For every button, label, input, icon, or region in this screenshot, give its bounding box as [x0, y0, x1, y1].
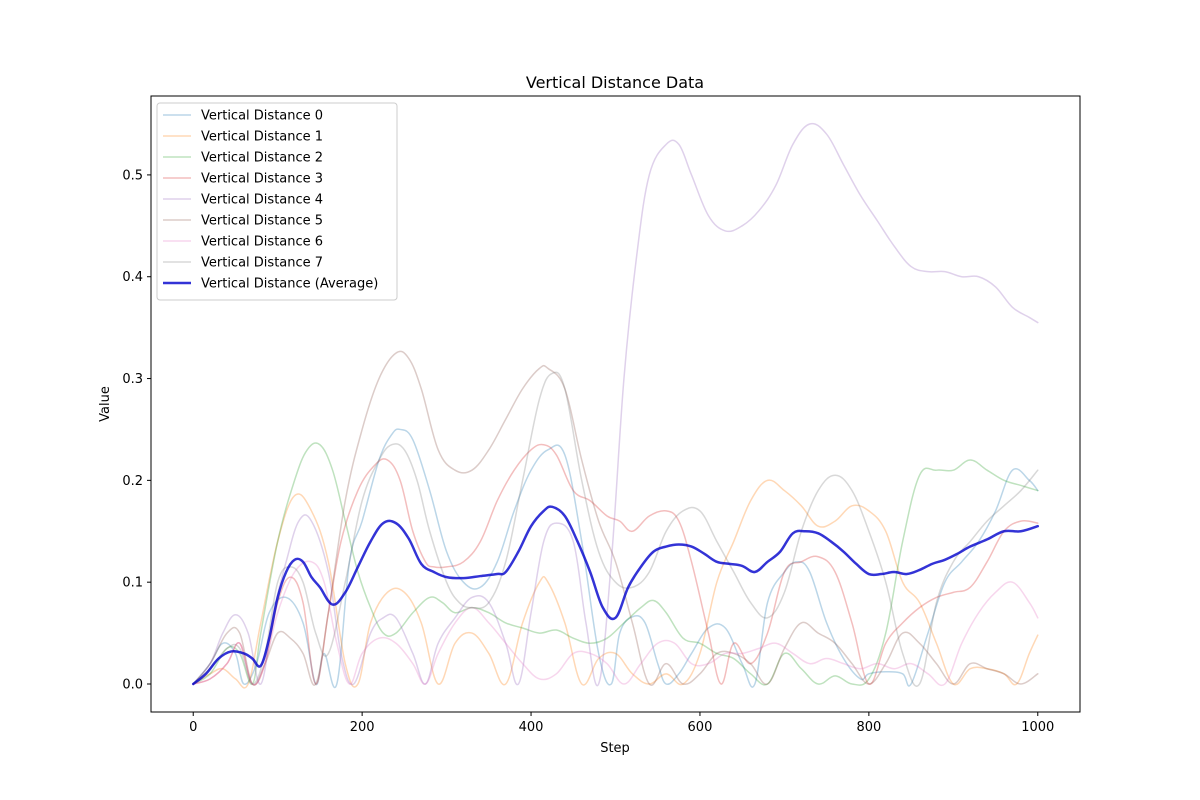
legend-label: Vertical Distance 3 [201, 172, 323, 187]
legend-label: Vertical Distance 5 [201, 214, 323, 229]
x-tick-label: 600 [688, 720, 713, 735]
series-line-4 [192, 122, 1039, 687]
series-line-7 [192, 371, 1039, 687]
y-tick-label: 0.2 [122, 474, 143, 489]
legend-box [156, 102, 398, 301]
y-tick-label: 0.5 [122, 168, 143, 183]
y-axis-label: Value [98, 386, 113, 422]
series-line-6 [192, 560, 1039, 687]
x-tick-label: 0 [189, 720, 197, 735]
series-line-2 [192, 442, 1039, 686]
series-line-5 [192, 350, 1039, 686]
legend-label: Vertical Distance 4 [201, 193, 323, 208]
x-tick-label: 1000 [1021, 720, 1054, 735]
legend: Vertical Distance 0 Vertical Distance 1 Ve… [156, 102, 398, 301]
legend-label: Vertical Distance 7 [201, 256, 323, 271]
x-axis-label: Step [600, 741, 630, 756]
x-axis: 0 200 400 600 800 1000 [189, 712, 1054, 735]
legend-label: Vertical Distance 0 [201, 109, 323, 124]
x-tick-label: 200 [350, 720, 375, 735]
series-line-average [191, 505, 1040, 686]
x-tick-label: 800 [856, 720, 881, 735]
series-layer [191, 122, 1040, 689]
x-tick-label: 400 [519, 720, 544, 735]
series-line-0 [192, 428, 1039, 689]
y-axis: 0.0 0.1 0.2 0.3 0.4 0.5 [122, 168, 151, 693]
legend-label: Vertical Distance 2 [201, 151, 323, 166]
y-tick-label: 0.0 [122, 678, 143, 693]
legend-label: Vertical Distance 1 [201, 130, 323, 145]
series-line-1 [192, 479, 1039, 689]
chart-title: Vertical Distance Data [526, 73, 704, 92]
legend-label: Vertical Distance (Average) [201, 277, 378, 292]
y-tick-label: 0.3 [122, 372, 143, 387]
y-tick-label: 0.1 [122, 576, 143, 591]
y-tick-label: 0.4 [122, 270, 143, 285]
legend-label: Vertical Distance 6 [201, 235, 323, 250]
series-line-3 [192, 443, 1039, 686]
